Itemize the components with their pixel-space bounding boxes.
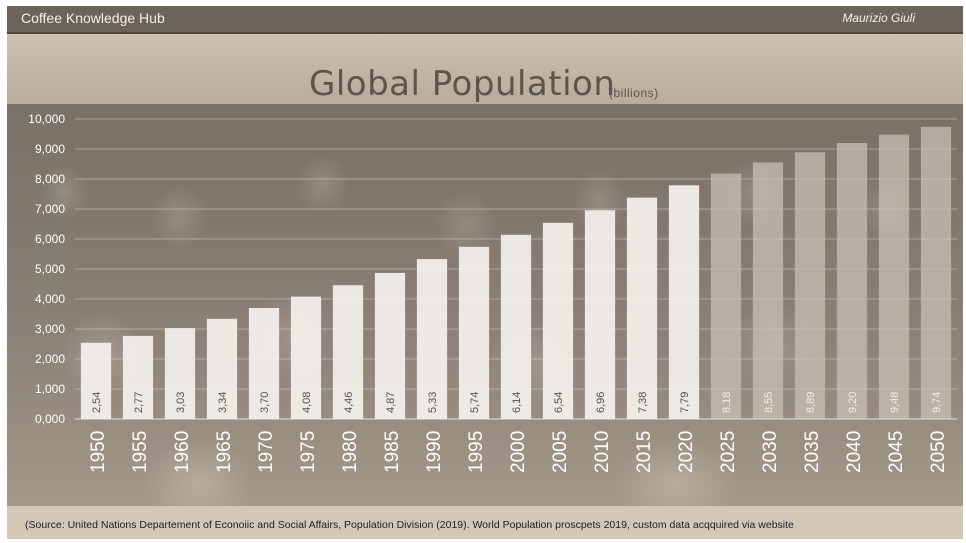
y-tick-label: 6,000 [35,232,65,246]
data-label: 2,54 [91,392,103,413]
data-label: 9,20 [847,392,859,413]
x-tick-label: 2020 [676,431,697,473]
y-tick-label: 9,000 [35,142,65,156]
chart-unit-label: (billions) [609,86,659,100]
data-label: 9,48 [889,392,901,413]
bar [920,126,952,420]
bar [584,210,616,419]
x-tick-label: 1980 [340,431,361,473]
bar [80,342,112,419]
bar [542,222,574,419]
data-label: 4,46 [343,392,355,413]
data-label: 8,89 [805,392,817,413]
bar [458,246,490,419]
x-tick-label: 2010 [592,431,613,473]
title-area: Global Population (billions) [7,34,963,104]
data-label: 8,18 [721,392,733,413]
y-tick-label: 4,000 [35,292,65,306]
data-label: 7,79 [679,392,691,413]
chart-frame: Coffee Knowledge Hub Maurizio Giuli Glob… [7,6,963,539]
bar [332,285,364,419]
bar [290,296,322,419]
data-label: 6,54 [553,392,565,413]
x-tick-label: 1970 [256,431,277,473]
population-bar-chart: 0,000 1,000 2,000 3,000 4,000 5,000 6,000 7,000… [28,112,957,473]
y-tick-label: 3,000 [35,322,65,336]
x-tick-label: 1965 [214,431,235,473]
data-label: 5,33 [427,392,439,413]
bar [878,134,910,419]
y-tick-label: 5,000 [35,262,65,276]
x-tick-label: 2040 [844,431,865,473]
bar [164,328,196,419]
data-label: 9,74 [931,392,943,413]
chart-title: Global Population [309,64,616,104]
x-tick-label: 1995 [466,431,487,473]
bar [206,318,238,419]
x-tick-label: 1990 [424,431,445,473]
data-label: 6,14 [511,392,523,413]
y-tick-label: 8,000 [35,172,65,186]
y-tick-label: 1,000 [35,382,65,396]
x-tick-label: 2005 [550,431,571,473]
brand-label: Coffee Knowledge Hub [21,10,165,26]
bar [416,259,448,419]
bar [248,308,280,419]
x-tick-label: 2035 [802,431,823,473]
x-tick-label: 1955 [130,431,151,473]
x-tick-label: 1960 [172,431,193,473]
data-label: 8,55 [763,392,775,413]
data-label: 5,74 [469,392,481,413]
data-label: 2,77 [133,392,145,413]
x-tick-label: 2030 [760,431,781,473]
y-tick-label: 7,000 [35,202,65,216]
source-note: (Source: United Nations Departement of E… [25,519,794,531]
y-tick-label: 10,000 [28,112,65,126]
data-label: 3,34 [217,392,229,413]
bar [668,185,700,419]
y-tick-label: 2,000 [35,352,65,366]
x-tick-label: 2015 [634,431,655,473]
x-tick-label: 2050 [928,431,949,473]
data-label: 4,08 [301,392,313,413]
x-tick-label: 2000 [508,431,529,473]
data-label: 3,03 [175,392,187,413]
x-tick-label: 1950 [88,431,109,473]
data-label: 6,96 [595,392,607,413]
y-tick-label: 0,000 [35,412,65,426]
x-tick-label: 2025 [718,431,739,473]
bar [710,173,742,419]
header-bar: Coffee Knowledge Hub Maurizio Giuli [7,6,963,34]
data-label: 3,70 [259,392,271,413]
footer: (Source: United Nations Departement of E… [7,506,963,539]
plot-background: 0,000 1,000 2,000 3,000 4,000 5,000 6,000 7,000… [7,104,963,506]
data-label: 7,38 [637,392,649,413]
bar [752,162,784,419]
x-tick-label: 2045 [886,431,907,473]
bar [122,335,154,419]
bar [626,197,658,419]
bar [836,143,868,419]
x-tick-label: 1985 [382,431,403,473]
bar [500,234,532,419]
bar [794,152,826,420]
bar [374,272,406,419]
data-label: 4,87 [385,392,397,413]
author-label: Maurizio Giuli [842,11,915,25]
x-tick-label: 1975 [298,431,319,473]
